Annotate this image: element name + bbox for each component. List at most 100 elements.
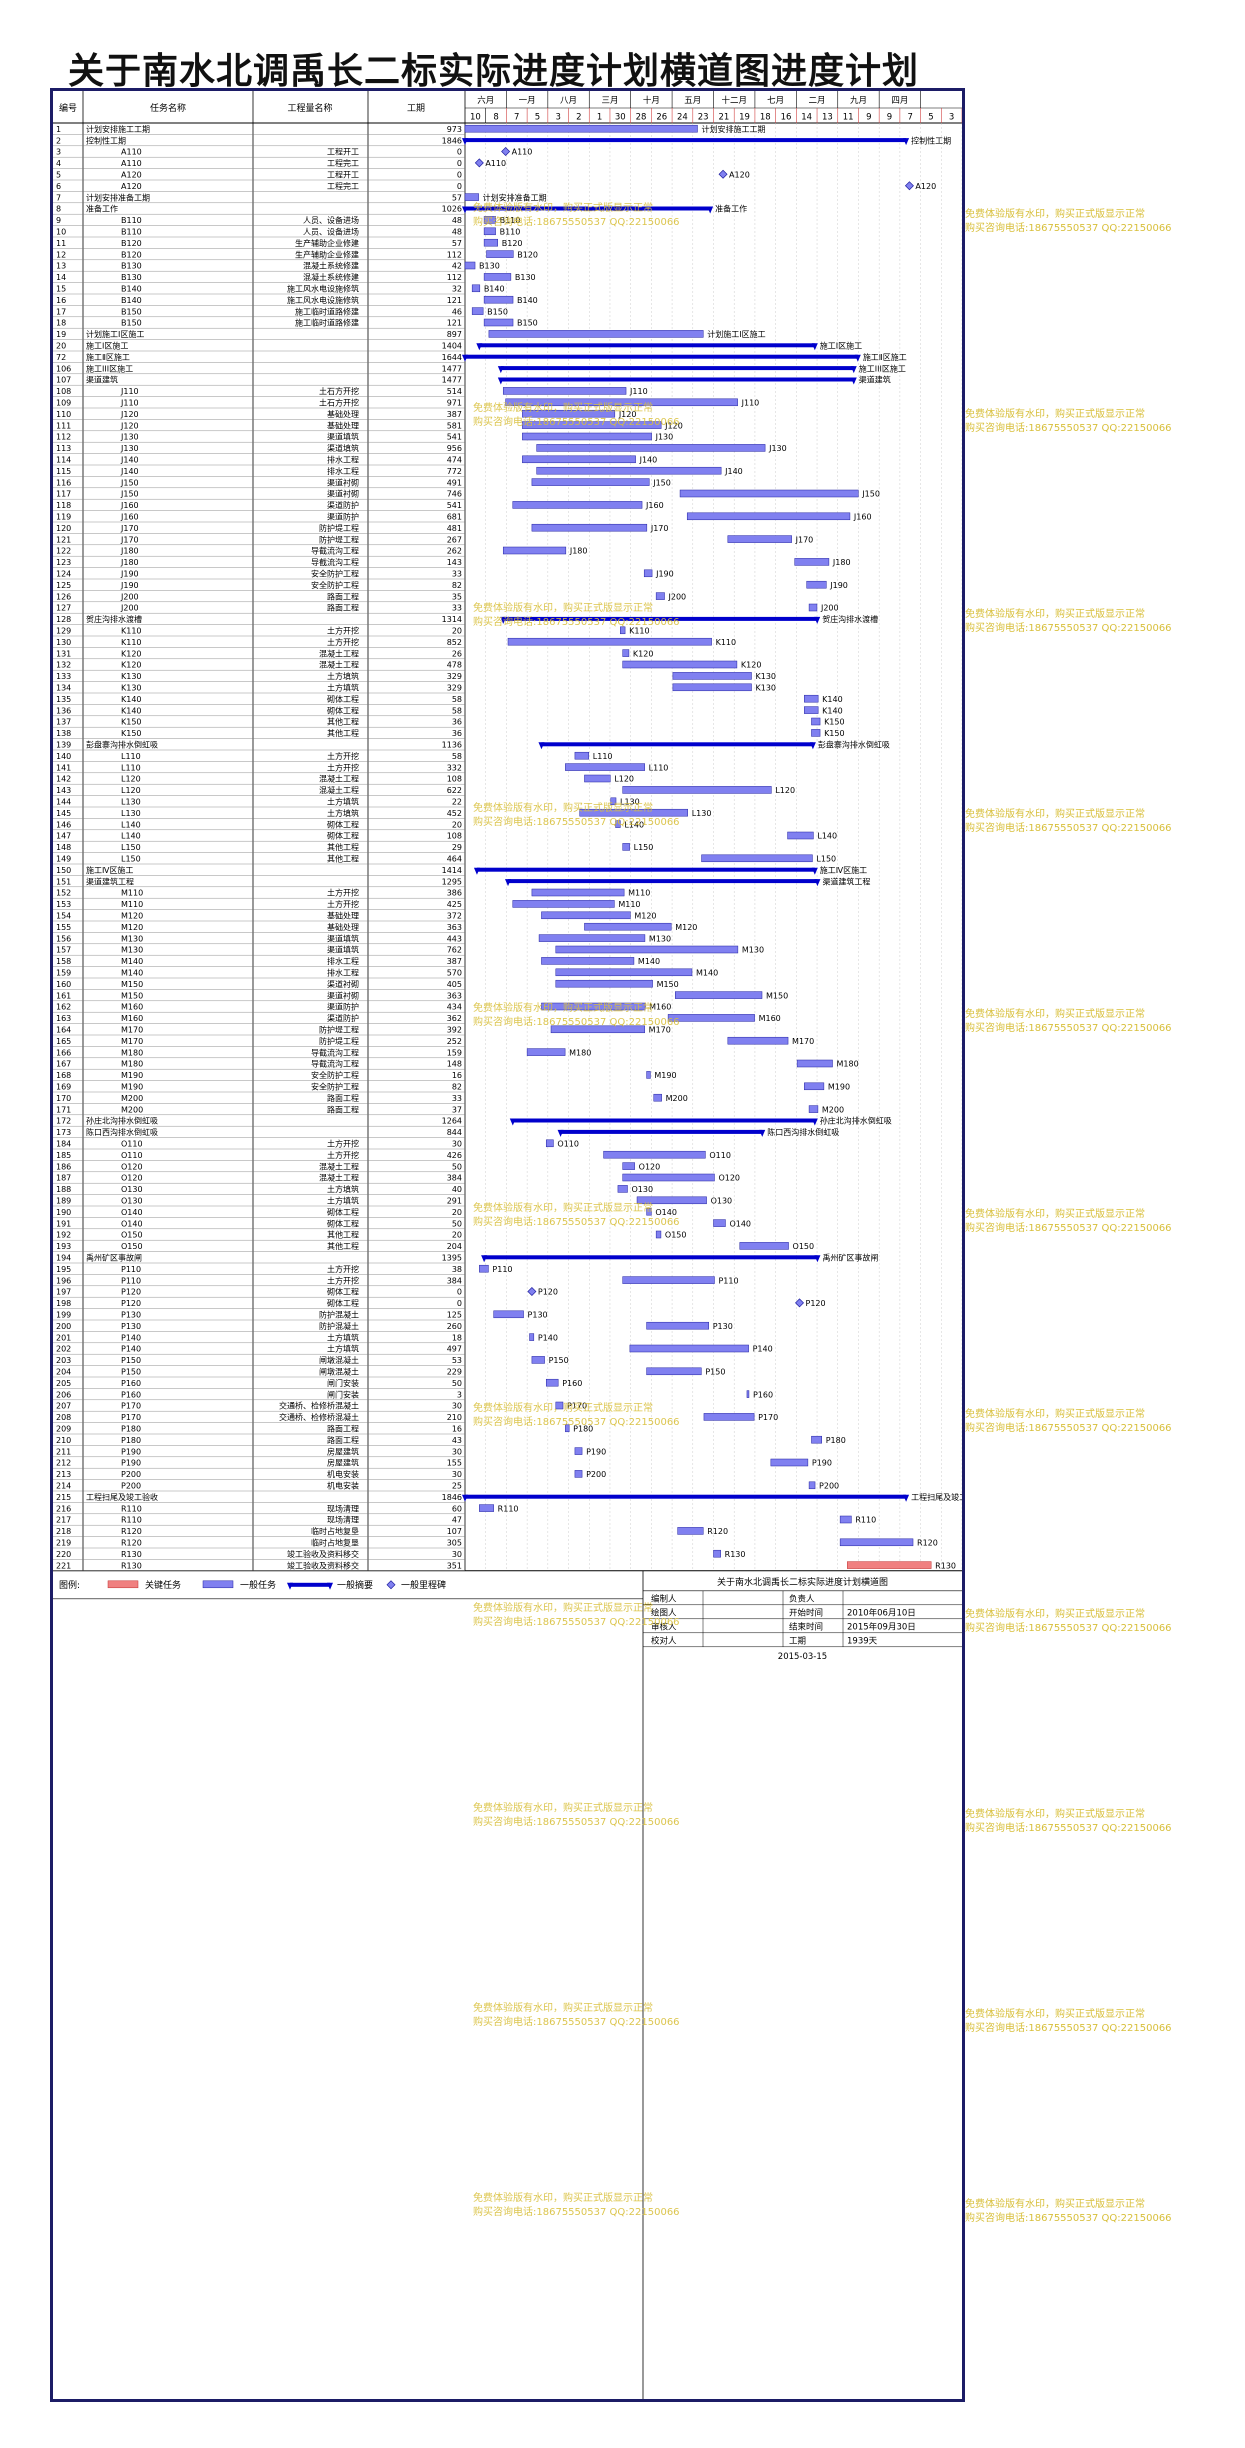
row-duration: 121: [447, 319, 462, 328]
row-quantity-name: 生产辅助企业修建: [295, 249, 359, 259]
row-quantity-name: 导截流沟工程: [311, 546, 359, 556]
task-bar: [493, 1310, 524, 1319]
task-bar: [629, 1344, 749, 1353]
row-quantity-name: 砌体工程: [327, 705, 359, 715]
row-id: 16: [56, 296, 66, 305]
task-bar: [806, 580, 827, 589]
row-id: 139: [56, 741, 71, 750]
row-duration: 392: [447, 1026, 462, 1035]
row-duration: 1395: [442, 1254, 462, 1263]
bar-label: 渠道建筑: [859, 375, 891, 385]
row-id: 10: [56, 228, 66, 237]
row-duration: 26: [452, 649, 462, 658]
row-quantity-name: 渠道填筑: [327, 945, 359, 955]
watermark-text: 免费体验版有水印，购买正式版显示正常: [473, 201, 653, 214]
column-header: 编号: [59, 102, 77, 114]
tick-label: 21: [718, 113, 729, 123]
bar-label: O150: [793, 1242, 815, 1251]
task-bar: [522, 432, 652, 441]
bar-label: O140: [729, 1219, 751, 1228]
month-label: 三月: [601, 96, 618, 106]
row-duration: 121: [447, 296, 462, 305]
row-task-name: 禹州矿区事故闸: [86, 1253, 142, 1263]
row-id: 131: [56, 649, 71, 658]
row-task-name: O130: [121, 1197, 143, 1206]
row-task-name: K120: [121, 649, 142, 658]
tick-label: 7: [514, 113, 519, 123]
info-cell-label: 绘图人: [651, 1607, 677, 1618]
row-task-name: K130: [121, 672, 142, 681]
row-duration: 405: [447, 980, 462, 989]
row-quantity-name: 混凝土工程: [319, 1161, 359, 1171]
row-quantity-name: 防护堤工程: [319, 1036, 359, 1046]
row-id: 128: [56, 615, 71, 624]
row-duration: 107: [447, 1527, 462, 1536]
row-quantity-name: 其他工程: [327, 1241, 359, 1251]
watermark-right: 免费体验版有水印，购买正式版显示正常 购买咨询电话:18675550537 QQ:…: [965, 408, 1243, 436]
row-duration: 53: [452, 1356, 462, 1365]
row-id: 153: [56, 900, 71, 909]
watermark-right: 免费体验版有水印，购买正式版显示正常 购买咨询电话:18675550537 QQ:…: [965, 1808, 1243, 1836]
bar-label: B110: [500, 228, 521, 237]
bar-label: L110: [593, 752, 613, 761]
milestone-marker: [718, 169, 728, 179]
row-duration: 37: [452, 1105, 462, 1114]
bar-label: M170: [792, 1037, 814, 1046]
row-id: 133: [56, 672, 71, 681]
row-task-name: M140: [121, 957, 143, 966]
watermark-text: 免费体验版有水印，购买正式版显示正常: [473, 1401, 653, 1414]
task-bar: [531, 523, 648, 532]
row-quantity-name: 路面工程: [327, 1093, 359, 1103]
bar-label: B150: [517, 319, 538, 328]
row-id: 188: [56, 1185, 71, 1194]
task-bar: [536, 444, 766, 452]
task-bar: [622, 649, 630, 657]
legend-milestone-swatch: [386, 1580, 396, 1590]
info-cell-value: 2010年06月10日: [847, 1607, 916, 1618]
row-duration: 897: [447, 330, 462, 339]
row-quantity-name: 渠道填筑: [327, 933, 359, 943]
task-bar: [679, 489, 859, 498]
row-quantity-name: 混凝土工程: [319, 774, 359, 784]
bar-label: 渠道建筑工程: [822, 876, 870, 886]
row-duration: 18: [452, 1333, 462, 1342]
row-quantity-name: 土方开挖: [327, 888, 359, 898]
row-duration: 1846: [442, 136, 462, 145]
bar-label: O110: [709, 1151, 731, 1160]
row-quantity-name: 工程开工: [327, 148, 359, 157]
month-label: 十二月: [721, 95, 747, 106]
row-quantity-name: 施工风水电设施修筑: [287, 295, 359, 305]
summary-bar: [465, 1494, 907, 1499]
row-id: 206: [56, 1390, 71, 1399]
watermark-right: 免费体验版有水印，购买正式版显示正常 购买咨询电话:18675550537 QQ:…: [965, 1608, 1243, 1636]
bar-label: P110: [492, 1265, 512, 1274]
bar-label: R120: [707, 1527, 728, 1536]
row-id: 166: [56, 1048, 71, 1057]
row-id: 134: [56, 684, 71, 693]
row-duration: 262: [447, 547, 462, 556]
row-duration: 82: [452, 581, 462, 590]
row-task-name: J120: [120, 421, 139, 430]
row-quantity-name: 安全防护工程: [311, 1082, 359, 1092]
row-id: 215: [56, 1493, 71, 1502]
row-duration: 47: [452, 1516, 462, 1525]
summary-cap: [497, 366, 504, 374]
bar-label: J150: [861, 490, 880, 499]
bar-label: L140: [624, 820, 644, 829]
summary-cap: [811, 867, 818, 875]
task-bar: [701, 854, 813, 863]
row-id: 124: [56, 570, 71, 579]
row-duration: 478: [447, 661, 462, 670]
row-quantity-name: 渠道防护: [327, 512, 359, 522]
row-quantity-name: 临时占地复垦: [311, 1526, 359, 1536]
row-task-name: 贺庄沟排水渡槽: [86, 614, 142, 624]
row-id: 107: [56, 376, 71, 385]
row-quantity-name: 临时占地复垦: [311, 1538, 359, 1548]
bar-label: M110: [618, 900, 640, 909]
bar-label: A120: [729, 171, 750, 180]
info-cell-value: 2015年09月30日: [847, 1621, 916, 1632]
row-quantity-name: 安全防护工程: [311, 580, 359, 590]
bar-label: O150: [665, 1231, 687, 1240]
watermark-text: 免费体验版有水印，购买正式版显示正常: [473, 1801, 653, 1814]
row-duration: 425: [447, 900, 462, 909]
